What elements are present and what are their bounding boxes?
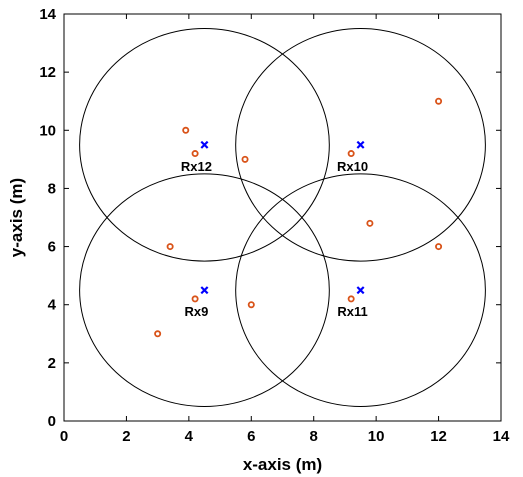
receiver-cross-stroke: [356, 140, 365, 149]
sensor-point: [366, 219, 374, 227]
x-tick-label: 14: [493, 428, 510, 445]
receiver-marker-rx11: [356, 286, 365, 295]
sensor-point: [347, 150, 355, 158]
y-tick-label: 10: [39, 122, 56, 139]
x-tick-label: 12: [430, 428, 447, 445]
sensor-point: [241, 155, 249, 163]
sensor-point: [191, 295, 199, 303]
receiver-cross-stroke: [200, 286, 209, 295]
x-tick-label: 2: [122, 428, 130, 445]
y-tick-label: 8: [48, 180, 56, 197]
y-tick-label: 4: [48, 297, 57, 314]
y-tick-label: 12: [39, 64, 56, 81]
coverage-circles: [79, 28, 486, 407]
sensor-point: [435, 243, 443, 251]
coverage-circle-rx10: [235, 28, 486, 262]
sensor-point: [435, 97, 443, 105]
receiver-cross-stroke: [356, 286, 365, 295]
sensor-point: [191, 150, 199, 158]
ticks: 0 2 4 6 8 10 12 14 0 2 4 6 8 10 12 14: [39, 6, 510, 445]
receiver-markers: Rx12 Rx10 Rx9 Rx11: [181, 140, 368, 319]
sensor-point: [347, 295, 355, 303]
receiver-label: Rx10: [337, 159, 368, 174]
y-tick-label: 0: [48, 413, 56, 430]
plot-area-border: [63, 13, 502, 422]
receiver-marker-rx9: [200, 286, 209, 295]
coverage-circle-rx9: [79, 173, 330, 407]
receiver-marker-rx10: [356, 140, 365, 149]
axes: [63, 13, 502, 422]
sensor-point: [154, 330, 162, 338]
y-axis-label: y-axis (m): [7, 178, 26, 257]
x-tick-label: 6: [247, 428, 255, 445]
y-tick-label: 6: [48, 239, 56, 256]
sensor-point: [247, 301, 255, 309]
coverage-circle-rx11: [235, 173, 486, 407]
x-tick-label: 8: [310, 428, 318, 445]
sensor-point: [182, 126, 190, 134]
coverage-circle-rx12: [79, 28, 330, 262]
receiver-label: Rx11: [337, 304, 367, 319]
receiver-cross-stroke: [200, 140, 209, 149]
receiver-label: Rx12: [181, 159, 212, 174]
x-tick-label: 4: [185, 428, 194, 445]
y-tick-label: 2: [48, 355, 56, 372]
x-axis-label: x-axis (m): [243, 455, 322, 474]
x-tick-label: 0: [60, 428, 68, 445]
sensor-point: [166, 243, 174, 251]
receiver-marker-rx12: [200, 140, 209, 149]
y-tick-label: 14: [39, 6, 56, 23]
receiver-label: Rx9: [185, 304, 209, 319]
x-tick-label: 10: [368, 428, 385, 445]
sensor-points: [154, 97, 443, 338]
